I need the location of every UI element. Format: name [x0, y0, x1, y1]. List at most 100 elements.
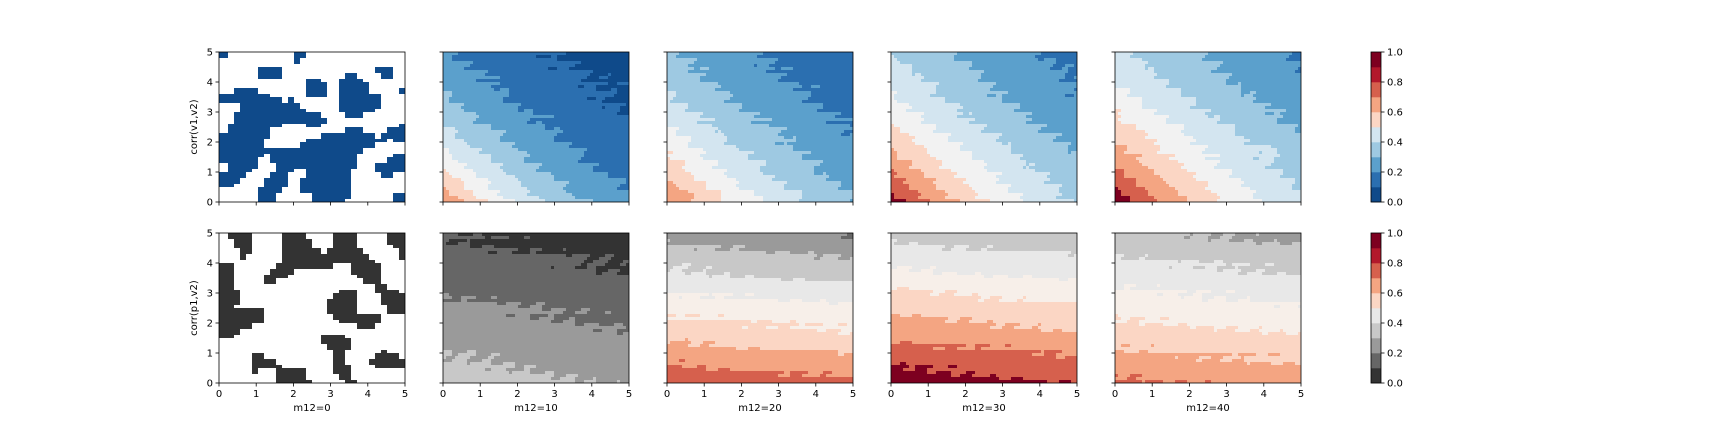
contour-cell [572, 133, 576, 137]
contour-cell [587, 91, 591, 95]
contour-cell [563, 139, 567, 143]
contour-cell [270, 190, 274, 194]
contour-cell [276, 76, 280, 80]
contour-cell [270, 103, 274, 107]
contour-cell [255, 76, 259, 80]
contour-cell [330, 58, 334, 62]
contour-cell [327, 157, 331, 161]
contour-cell [228, 55, 232, 59]
contour-cell [357, 181, 361, 185]
contour-cell [536, 124, 540, 128]
contour-cell [252, 160, 256, 164]
contour-cell [342, 97, 346, 101]
contour-cell [333, 124, 337, 128]
contour-cell [291, 115, 295, 119]
contour-cell [491, 136, 495, 140]
contour-cell [225, 58, 229, 62]
contour-cell [261, 106, 265, 110]
contour-cell [605, 139, 609, 143]
contour-cell [300, 136, 304, 140]
contour-cell [599, 88, 603, 92]
contour-cell [267, 79, 271, 83]
contour-cell [258, 58, 262, 62]
contour-cell [581, 112, 585, 116]
contour-cell [566, 109, 570, 113]
contour-cell [336, 109, 340, 113]
contour-cell [279, 124, 283, 128]
contour-cell [333, 184, 337, 188]
contour-cell [464, 82, 468, 86]
contour-cell [521, 121, 525, 125]
contour-cell [560, 103, 564, 107]
contour-cell [381, 94, 385, 98]
contour-cell [303, 64, 307, 68]
contour-cell [354, 184, 358, 188]
contour-cell [321, 178, 325, 182]
contour-cell [366, 175, 370, 179]
contour-cell [449, 73, 453, 77]
contour-cell [566, 88, 570, 92]
contour-cell [399, 67, 403, 71]
contour-cell [560, 109, 564, 113]
contour-cell [617, 100, 621, 104]
contour-cell [551, 76, 555, 80]
contour-cell [476, 133, 480, 137]
contour-cell [306, 136, 310, 140]
contour-cell [225, 55, 229, 59]
contour-cell [387, 172, 391, 176]
contour-cell [264, 178, 268, 182]
contour-cell [336, 193, 340, 197]
contour-cell [605, 112, 609, 116]
contour-cell [387, 187, 391, 191]
contour-cell [533, 64, 537, 68]
contour-cell [324, 199, 328, 202]
contour-cell [563, 109, 567, 113]
contour-cell [267, 121, 271, 125]
contour-cell [339, 97, 343, 101]
contour-cell [222, 145, 226, 149]
contour-cell [282, 175, 286, 179]
contour-cell [249, 178, 253, 182]
contour-cell [285, 187, 289, 191]
contour-cell [575, 124, 579, 128]
contour-cell [219, 52, 223, 56]
contour-cell [327, 181, 331, 185]
contour-cell [324, 64, 328, 68]
contour-cell [294, 130, 298, 134]
contour-cell [563, 133, 567, 137]
contour-cell [252, 190, 256, 194]
contour-cell [327, 187, 331, 191]
contour-cell [369, 148, 373, 152]
contour-cell [267, 196, 271, 200]
contour-cell [378, 121, 382, 125]
contour-cell [348, 103, 352, 107]
contour-cell [246, 178, 250, 182]
contour-cell [243, 142, 247, 146]
contour-cell [369, 73, 373, 77]
contour-cell [503, 133, 507, 137]
contour-cell [282, 130, 286, 134]
contour-cell [443, 115, 447, 119]
contour-cell [614, 94, 618, 98]
contour-cell [497, 97, 501, 101]
contour-cell [566, 70, 570, 74]
contour-cell [240, 142, 244, 146]
contour-cell [470, 58, 474, 62]
contour-cell [572, 64, 576, 68]
contour-cell [237, 157, 241, 161]
contour-cell [246, 190, 250, 194]
contour-cell [273, 61, 277, 65]
contour-cell [315, 61, 319, 65]
contour-cell [219, 178, 223, 182]
contour-cell [228, 82, 232, 86]
contour-cell [467, 142, 471, 146]
contour-cell [288, 94, 292, 98]
contour-cell [345, 121, 349, 125]
contour-cell [608, 118, 612, 122]
contour-cell [222, 169, 226, 173]
contour-cell [366, 157, 370, 161]
contour-cell [569, 76, 573, 80]
contour-cell [548, 94, 552, 98]
contour-cell [246, 136, 250, 140]
